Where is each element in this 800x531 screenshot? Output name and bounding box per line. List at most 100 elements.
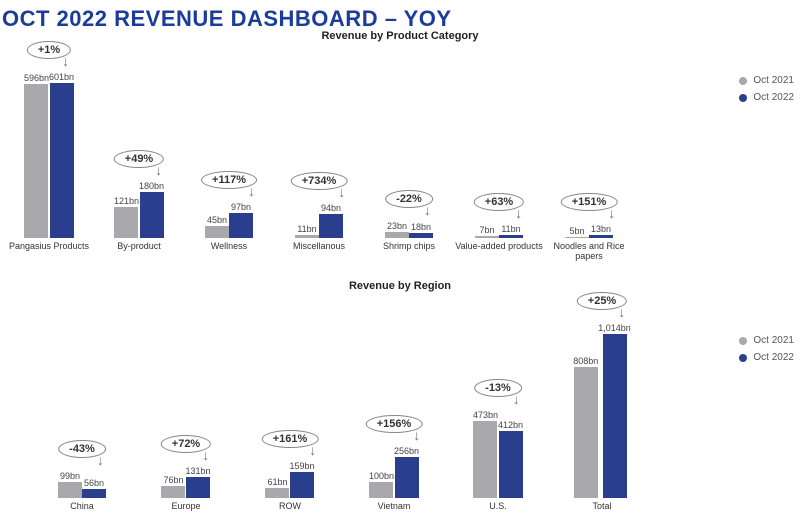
bar-value-label: 11bn: [501, 224, 520, 234]
delta-callout: -22%↓: [385, 190, 433, 214]
bar-pair: 11bn 94bn: [295, 78, 343, 238]
bar-value-label: 100bn: [369, 471, 394, 481]
category-label: Miscellanous: [274, 242, 364, 264]
bar-value-label: 131bn: [185, 466, 210, 476]
bar-rect: [229, 213, 253, 238]
bar-value-label: 45bn: [207, 215, 227, 225]
bar-pair: 76bn131bn: [161, 328, 210, 498]
chart1-title: Revenue by Product Category: [0, 30, 800, 42]
category-label: Shrimp chips: [364, 242, 454, 264]
legend-top: Oct 2021 Oct 2022: [739, 75, 794, 109]
chart-product-category: Revenue by Product Category +1%↓ 596bn601…: [0, 30, 800, 264]
bar-value-label: 56bn: [84, 478, 104, 488]
bar-2021: 23bn: [385, 221, 409, 238]
page-title: OCT 2022 REVENUE DASHBOARD – YOY: [0, 0, 800, 32]
bar-value-label: 76bn: [163, 475, 183, 485]
legend-item-2021: Oct 2021: [739, 75, 794, 86]
bar-group: +151%↓ 5bn 13bn Noodles and Rice papers: [544, 42, 634, 264]
arrow-down-icon: ↓: [155, 166, 162, 174]
bar-2022: 256bn: [394, 446, 419, 498]
bar-rect: [574, 367, 598, 498]
legend-label: Oct 2021: [753, 75, 794, 86]
bar-pair: 100bn 256bn: [369, 328, 419, 498]
bar-rect: [499, 431, 523, 498]
legend-item-2021: Oct 2021: [739, 335, 794, 346]
bar-pair: 61bn159bn: [265, 328, 314, 498]
arrow-down-icon: ↓: [62, 57, 69, 65]
bar-value-label: 7bn: [479, 225, 494, 235]
bar-value-label: 97bn: [231, 202, 251, 212]
bar-value-label: 159bn: [289, 461, 314, 471]
bar-group: +72%↓76bn131bnEurope: [134, 292, 238, 524]
bar-value-label: 94bn: [321, 203, 341, 213]
delta-callout: +63%↓: [474, 193, 524, 217]
arrow-down-icon: ↓: [413, 431, 420, 439]
bar-2021: 45bn: [205, 215, 229, 238]
bar-group: +734%↓11bn94bnMiscellanous: [274, 42, 364, 264]
delta-callout: -43%↓: [58, 440, 106, 464]
delta-callout: +1%↓: [27, 41, 71, 65]
bar-rect: [385, 232, 409, 238]
category-label: Vietnam: [342, 502, 446, 524]
category-label: By-product: [94, 242, 184, 264]
bar-rect: [82, 489, 106, 498]
bar-rect: [565, 237, 589, 238]
bar-value-label: 5bn: [569, 226, 584, 236]
bar-2021: 11bn: [295, 224, 319, 238]
bar-2021: 596bn: [24, 73, 49, 238]
arrow-down-icon: ↓: [97, 456, 104, 464]
bar-value-label: 808bn: [573, 356, 598, 366]
bar-rect: [290, 472, 314, 498]
bar-rect: [475, 236, 499, 238]
bar-group: +1%↓596bn601bnPangasius Products: [4, 42, 94, 264]
bar-2022: 97bn: [229, 202, 253, 238]
bar-2022: 13bn: [589, 224, 613, 238]
bar-value-label: 121bn: [114, 196, 139, 206]
bar-rect: [369, 482, 393, 498]
bar-2021: 121bn: [114, 196, 139, 238]
legend-item-2022: Oct 2022: [739, 92, 794, 103]
arrow-down-icon: ↓: [424, 206, 431, 214]
arrow-down-icon: ↓: [513, 395, 520, 403]
bar-value-label: 1,014bn: [598, 323, 631, 333]
bar-rect: [603, 334, 627, 498]
bar-rect: [58, 482, 82, 498]
category-label: Europe: [134, 502, 238, 524]
bar-2021: 7bn: [475, 225, 499, 238]
bar-rect: [473, 421, 497, 498]
delta-callout: +151%↓: [561, 193, 618, 217]
bar-group: +161%↓61bn159bnROW: [238, 292, 342, 524]
bar-2021: 76bn: [161, 475, 185, 498]
bar-2022: 159bn: [289, 461, 314, 498]
chart2-title: Revenue by Region: [0, 280, 800, 292]
legend-dot-icon: [739, 354, 747, 362]
bar-value-label: 99bn: [60, 471, 80, 481]
arrow-down-icon: ↓: [309, 446, 316, 454]
arrow-down-icon: ↓: [248, 187, 255, 195]
bar-2022: 131bn: [185, 466, 210, 498]
bar-2022: 180bn: [139, 181, 164, 238]
legend-dot-icon: [739, 94, 747, 102]
chart-region: Revenue by Region -43%↓99bn56bnChina+72%…: [0, 280, 800, 524]
bar-2021: 99bn: [58, 471, 82, 498]
bar-group: -22%↓23bn18bnShrimp chips: [364, 42, 454, 264]
bar-value-label: 13bn: [591, 224, 611, 234]
bar-2022: 94bn: [319, 203, 343, 238]
bar-2022: 1,014bn: [598, 323, 631, 498]
arrow-down-icon: ↓: [202, 451, 209, 459]
legend-bottom: Oct 2021 Oct 2022: [739, 335, 794, 369]
bar-rect: [24, 84, 48, 238]
arrow-down-icon: ↓: [338, 188, 345, 196]
delta-callout: +161%↓: [262, 430, 319, 454]
bar-value-label: 596bn: [24, 73, 49, 83]
bar-2021: 808bn: [573, 356, 598, 498]
bar-rect: [205, 226, 229, 238]
delta-callout: +72%↓: [161, 435, 211, 459]
bar-value-label: 180bn: [139, 181, 164, 191]
bar-value-label: 601bn: [49, 72, 74, 82]
bar-value-label: 256bn: [394, 446, 419, 456]
legend-dot-icon: [739, 77, 747, 85]
category-label: Noodles and Rice papers: [544, 242, 634, 264]
legend-dot-icon: [739, 337, 747, 345]
bar-2022: 11bn: [499, 224, 523, 238]
